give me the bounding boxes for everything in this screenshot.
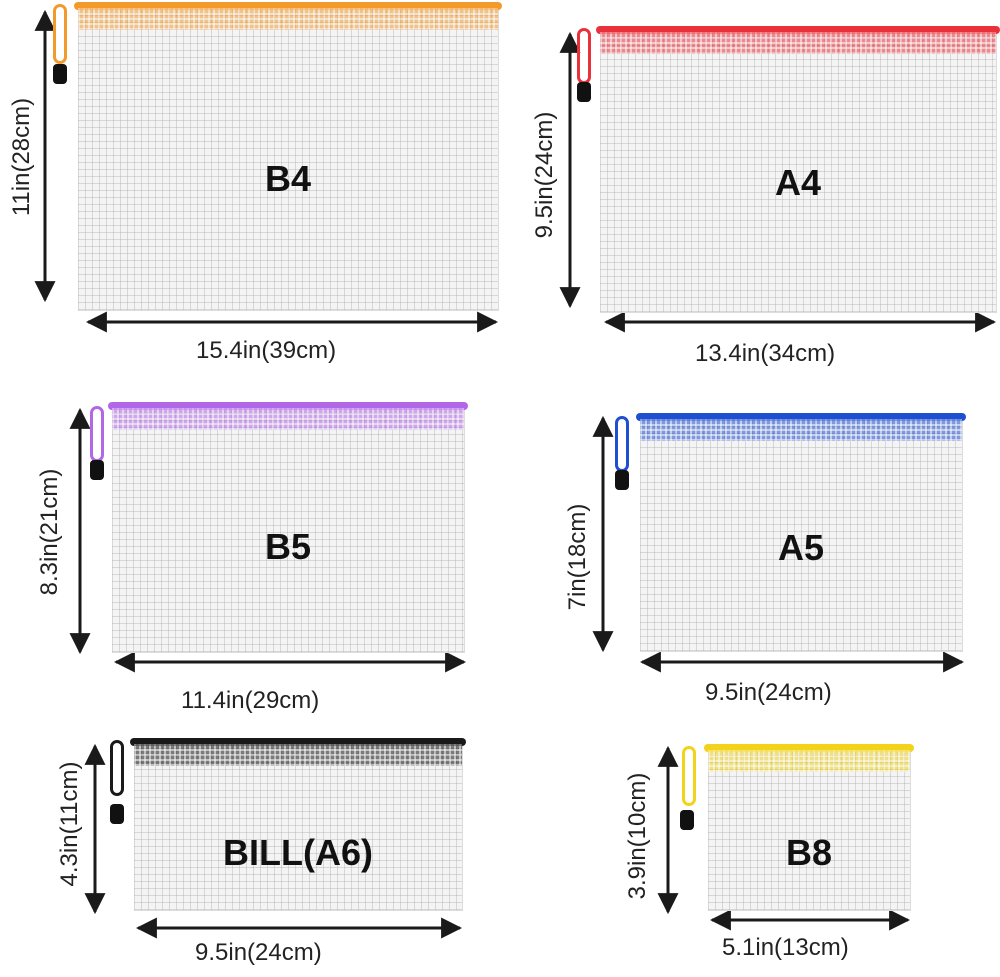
zipper-mesh-a4	[600, 32, 996, 54]
bag-b8: B8	[704, 744, 914, 911]
zipper-a4	[596, 26, 1000, 34]
width-b4: 15.4in(39cm)	[196, 337, 337, 364]
height-b8: 3.9in(10cm)	[624, 772, 651, 900]
zipper-tab-a6	[110, 804, 124, 824]
size-label-a5: A5	[777, 527, 825, 568]
zipper-tab-a4	[577, 82, 591, 102]
zipper-mesh-b5	[112, 408, 464, 430]
zipper-pull-b4	[53, 4, 67, 64]
zipper-tab-b4	[53, 64, 67, 84]
zipper-a6	[130, 738, 466, 746]
zipper-b8	[704, 744, 914, 752]
zipper-a5	[636, 413, 966, 421]
size-label-b5: B5	[264, 526, 312, 567]
height-b4: 11in(28cm)	[8, 97, 35, 217]
size-label-a4: A4	[774, 162, 822, 203]
size-label-b8: B8	[785, 832, 833, 873]
size-label-a6: BILL(A6)	[223, 832, 373, 873]
zipper-pull-a5	[615, 416, 629, 472]
bag-b5: B5	[108, 402, 468, 653]
zipper-tab-a5	[615, 470, 629, 490]
width-a4: 13.4in(34cm)	[695, 340, 836, 367]
zipper-mesh-a6	[134, 744, 462, 766]
width-a6: 9.5in(24cm)	[195, 939, 322, 966]
zipper-b5	[108, 402, 468, 410]
zipper-mesh-b8	[708, 750, 910, 772]
zipper-tab-b8	[680, 810, 694, 830]
zipper-pull-a4	[577, 28, 591, 84]
bag-b4: B4	[74, 2, 502, 311]
bag-a4: A4	[596, 26, 1000, 313]
width-b8: 5.1in(13cm)	[722, 934, 849, 961]
height-a6: 4.3in(11cm)	[56, 761, 83, 887]
zipper-mesh-a5	[640, 419, 962, 441]
bag-a5: A5	[636, 413, 966, 652]
zipper-pull-b8	[682, 746, 696, 806]
height-a4: 9.5in(24cm)	[531, 111, 558, 239]
zipper-b4	[74, 2, 502, 10]
zipper-pull-a6	[110, 740, 124, 796]
width-b5: 11.4in(29cm)	[181, 687, 320, 714]
size-label-b4: B4	[264, 158, 312, 199]
zipper-tab-b5	[90, 460, 104, 480]
width-a5: 9.5in(24cm)	[705, 679, 832, 706]
bag-a6: BILL(A6)	[130, 738, 466, 911]
height-a5: 7in(18cm)	[564, 503, 591, 611]
zipper-pull-b5	[90, 406, 104, 462]
height-b5: 8.3in(21cm)	[36, 468, 63, 596]
zipper-mesh-b4	[78, 8, 498, 30]
